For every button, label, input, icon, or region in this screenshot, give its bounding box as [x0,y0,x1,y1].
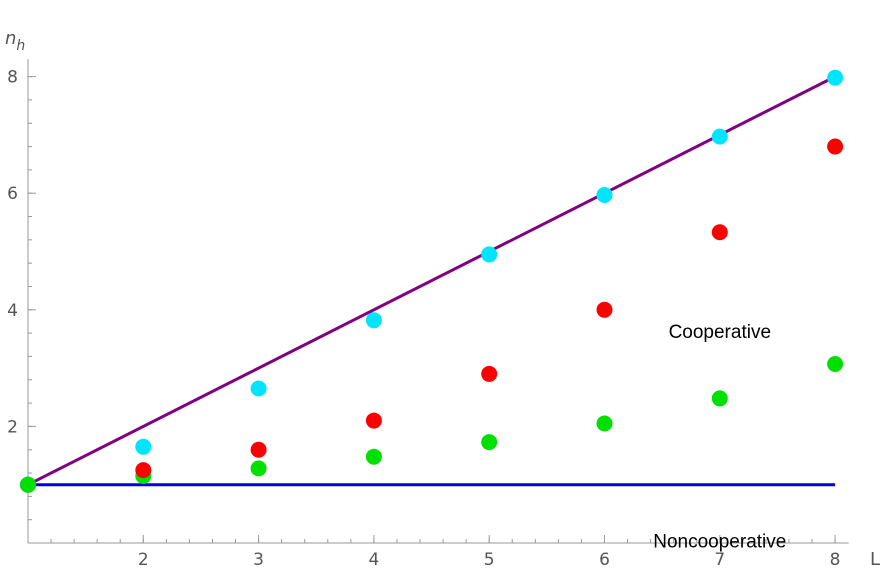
x-tick-label: 6 [599,550,610,570]
x-axis-label: L [870,549,880,570]
point-series-1 [366,413,382,429]
x-tick-label: 3 [253,550,264,570]
point-series-1 [712,224,728,240]
annotation-0: Cooperative [669,322,771,343]
point-series-1 [251,442,267,458]
point-series-0 [135,439,151,455]
point-series-1 [135,462,151,478]
point-series-2 [481,434,497,450]
y-tick-label: 6 [7,184,18,204]
point-series-0 [481,246,497,262]
annotation-1: Noncooperative [653,532,786,553]
y-tick-label: 4 [7,301,18,321]
x-tick-label: 2 [138,550,149,570]
point-series-0 [366,312,382,328]
labels: nh L Cooperative Noncooperative [5,28,880,570]
point-series-2 [251,460,267,476]
y-tick-label: 2 [7,417,18,437]
point-series-2 [366,449,382,465]
point-series-2-origin [20,477,36,493]
y-tick-label: 8 [7,68,18,88]
y-axis-label: nh [5,28,25,54]
point-series-0 [251,381,267,397]
point-series-2 [712,390,728,406]
point-series-1 [827,139,843,155]
y-axis-label-subscript: h [16,38,25,54]
point-series-2 [827,356,843,372]
point-series-1 [481,366,497,382]
y-axis-label-base: n [5,28,16,49]
x-tick-label: 5 [484,550,495,570]
point-series-0 [712,129,728,145]
point-series-0 [827,70,843,86]
point-series-2 [597,415,613,431]
x-tick-label: 7 [714,550,725,570]
point-series-1 [597,302,613,318]
point-series-0 [597,187,613,203]
x-tick-label: 4 [368,550,379,570]
x-tick-label: 8 [830,550,841,570]
